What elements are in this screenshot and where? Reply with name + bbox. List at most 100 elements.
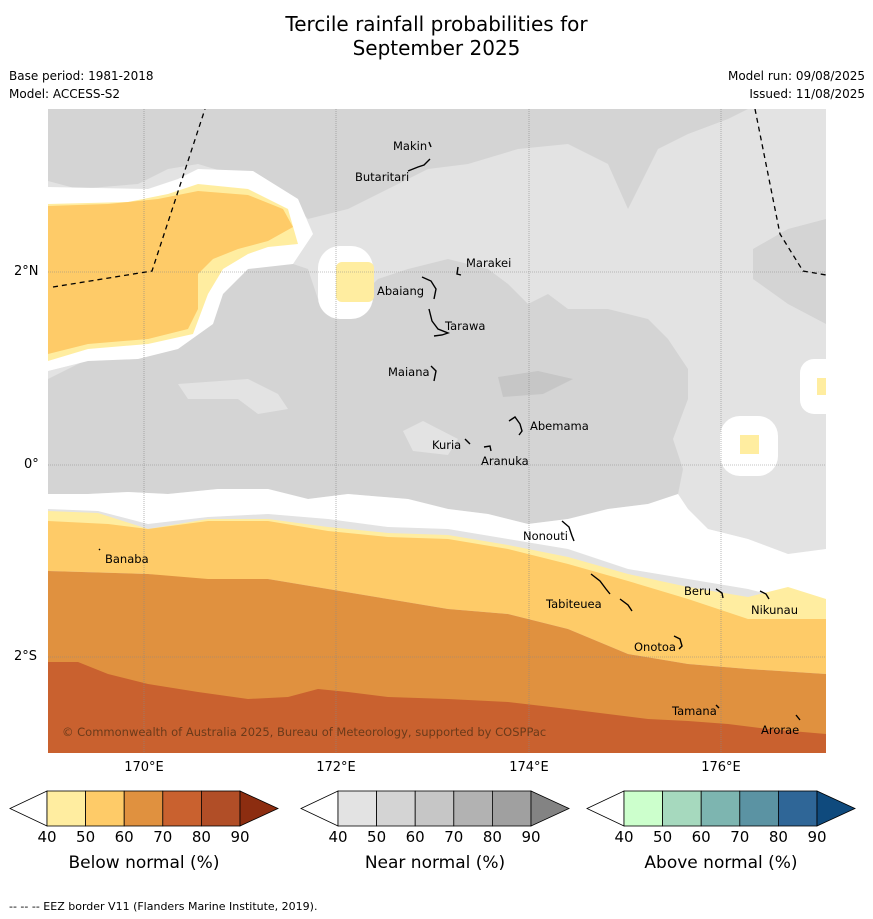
island-makin — [428, 141, 432, 148]
near-colorbar — [300, 790, 570, 827]
meta-right: Model run: 09/08/2025 Issued: 11/08/2025 — [728, 67, 865, 103]
label-banaba: Banaba — [105, 552, 149, 566]
copyright-notice: © Commonwealth of Australia 2025, Bureau… — [62, 725, 546, 739]
near-colorbar-tick: 90 — [521, 828, 541, 846]
near-50-pocket — [178, 379, 288, 414]
below-colorbar-segment — [162, 790, 202, 827]
white-band-far-east — [800, 359, 826, 414]
near-colorbar-tick: 40 — [328, 828, 348, 846]
above-colorbar-tick: 70 — [730, 828, 750, 846]
above-colorbar-tick: 40 — [614, 828, 634, 846]
label-nikunau: Nikunau — [751, 603, 798, 617]
island-maiana — [430, 365, 437, 382]
near-colorbar-segment — [414, 790, 455, 827]
map-svg: Makin Butaritari Marakei Abaiang Tarawa … — [48, 109, 826, 753]
near-colorbar-segment — [491, 790, 532, 827]
island-beru — [715, 588, 724, 599]
near-colorbar-tick: 50 — [367, 828, 387, 846]
label-beru: Beru — [684, 584, 711, 598]
island-marakei — [456, 266, 462, 276]
above-colorbar-tick: 90 — [807, 828, 827, 846]
model-run: Model run: 09/08/2025 — [727, 69, 865, 83]
below-50-east — [740, 435, 759, 454]
issued-date: Issued: 11/08/2025 — [749, 87, 865, 101]
above-colorbar-min-arrow — [586, 790, 625, 827]
below-colorbar-label: Below normal (%) — [68, 853, 220, 873]
below-60-south — [48, 521, 826, 674]
near-colorbar-min-arrow — [300, 790, 339, 827]
island-onotoa — [673, 635, 683, 650]
above-colorbar-segment — [662, 790, 702, 827]
near-70-patch — [498, 371, 573, 397]
meta-left: Base period: 1981-2018 Model: ACCESS-S2 — [9, 67, 154, 103]
label-tabiteuea: Tabiteuea — [545, 597, 602, 611]
gridlines — [48, 109, 826, 753]
title-line-2: September 2025 — [352, 36, 521, 60]
near-colorbar-tick: 70 — [444, 828, 464, 846]
lat-label-0: 0° — [24, 457, 39, 472]
label-tarawa: Tarawa — [444, 319, 485, 333]
above-colorbar — [586, 790, 856, 827]
below-colorbar-segment — [200, 790, 241, 827]
near-60-north — [48, 109, 748, 219]
below-colorbar-tick: 90 — [230, 828, 250, 846]
island-arorae — [795, 714, 801, 721]
title-line-1: Tercile rainfall probabilities for — [285, 12, 588, 36]
above-colorbar-segment — [777, 790, 818, 827]
lon-label-176e: 176°E — [701, 760, 741, 775]
lat-label-2s: 2°S — [14, 649, 38, 664]
near-colorbar-tick: 80 — [482, 828, 502, 846]
near-colorbar-tick: 60 — [405, 828, 425, 846]
below-colorbar-tick: 70 — [153, 828, 173, 846]
above-colorbar-max-arrow — [816, 790, 856, 827]
lon-label-174e: 174°E — [509, 760, 549, 775]
eez-border-east — [754, 109, 826, 276]
probability-map: Makin Butaritari Marakei Abaiang Tarawa … — [48, 109, 826, 753]
island-tamana — [715, 704, 720, 709]
above-colorbar-tick: 50 — [653, 828, 673, 846]
above-colorbar-tick: 60 — [691, 828, 711, 846]
island-abemama — [508, 416, 523, 436]
below-50-abaiang — [336, 262, 374, 302]
below-colorbar-segment — [123, 790, 164, 827]
label-onotoa: Onotoa — [634, 640, 676, 654]
label-arorae: Arorae — [761, 723, 799, 737]
island-butaritari — [407, 158, 431, 172]
near-colorbar-max-arrow — [530, 790, 570, 827]
above-colorbar-segment — [623, 790, 663, 827]
below-colorbar-segment — [85, 790, 125, 827]
below-colorbar-tick: 40 — [37, 828, 57, 846]
label-makin: Makin — [393, 139, 427, 153]
below-colorbar-tick: 50 — [76, 828, 96, 846]
near-colorbar-label: Near normal (%) — [364, 853, 506, 873]
label-butaritari: Butaritari — [355, 170, 409, 184]
lon-label-170e: 170°E — [124, 760, 164, 775]
label-marakei: Marakei — [466, 256, 511, 270]
label-aranuka: Aranuka — [481, 454, 529, 468]
below-colorbar-segment — [46, 790, 86, 827]
near-colorbar-segment — [376, 790, 416, 827]
below-50-far-east — [817, 378, 826, 395]
base-period: Base period: 1981-2018 — [9, 69, 154, 83]
label-abemama: Abemama — [530, 419, 589, 433]
eez-border-west — [52, 109, 206, 288]
below-80-south — [48, 662, 826, 753]
near-colorbar-segment — [453, 790, 493, 827]
label-kuria: Kuria — [432, 438, 461, 452]
label-tamana: Tamana — [671, 704, 717, 718]
near-50-kuria — [403, 421, 458, 455]
label-maiana: Maiana — [388, 365, 430, 379]
island-nikunau — [759, 590, 770, 600]
lat-label-2n: 2°N — [14, 264, 39, 279]
label-abaiang: Abaiang — [377, 284, 424, 298]
island-tarawa — [428, 308, 451, 337]
label-nonouti: Nonouti — [523, 529, 568, 543]
model-name: Model: ACCESS-S2 — [9, 87, 121, 101]
below-60-northwest — [48, 191, 293, 354]
above-colorbar-segment — [700, 790, 741, 827]
chart-title: Tercile rainfall probabilities for Septe… — [0, 12, 873, 60]
below-colorbar-tick: 60 — [114, 828, 134, 846]
above-colorbar-tick: 80 — [768, 828, 788, 846]
below-colorbar-min-arrow — [9, 790, 48, 827]
near-60-east — [753, 219, 826, 324]
